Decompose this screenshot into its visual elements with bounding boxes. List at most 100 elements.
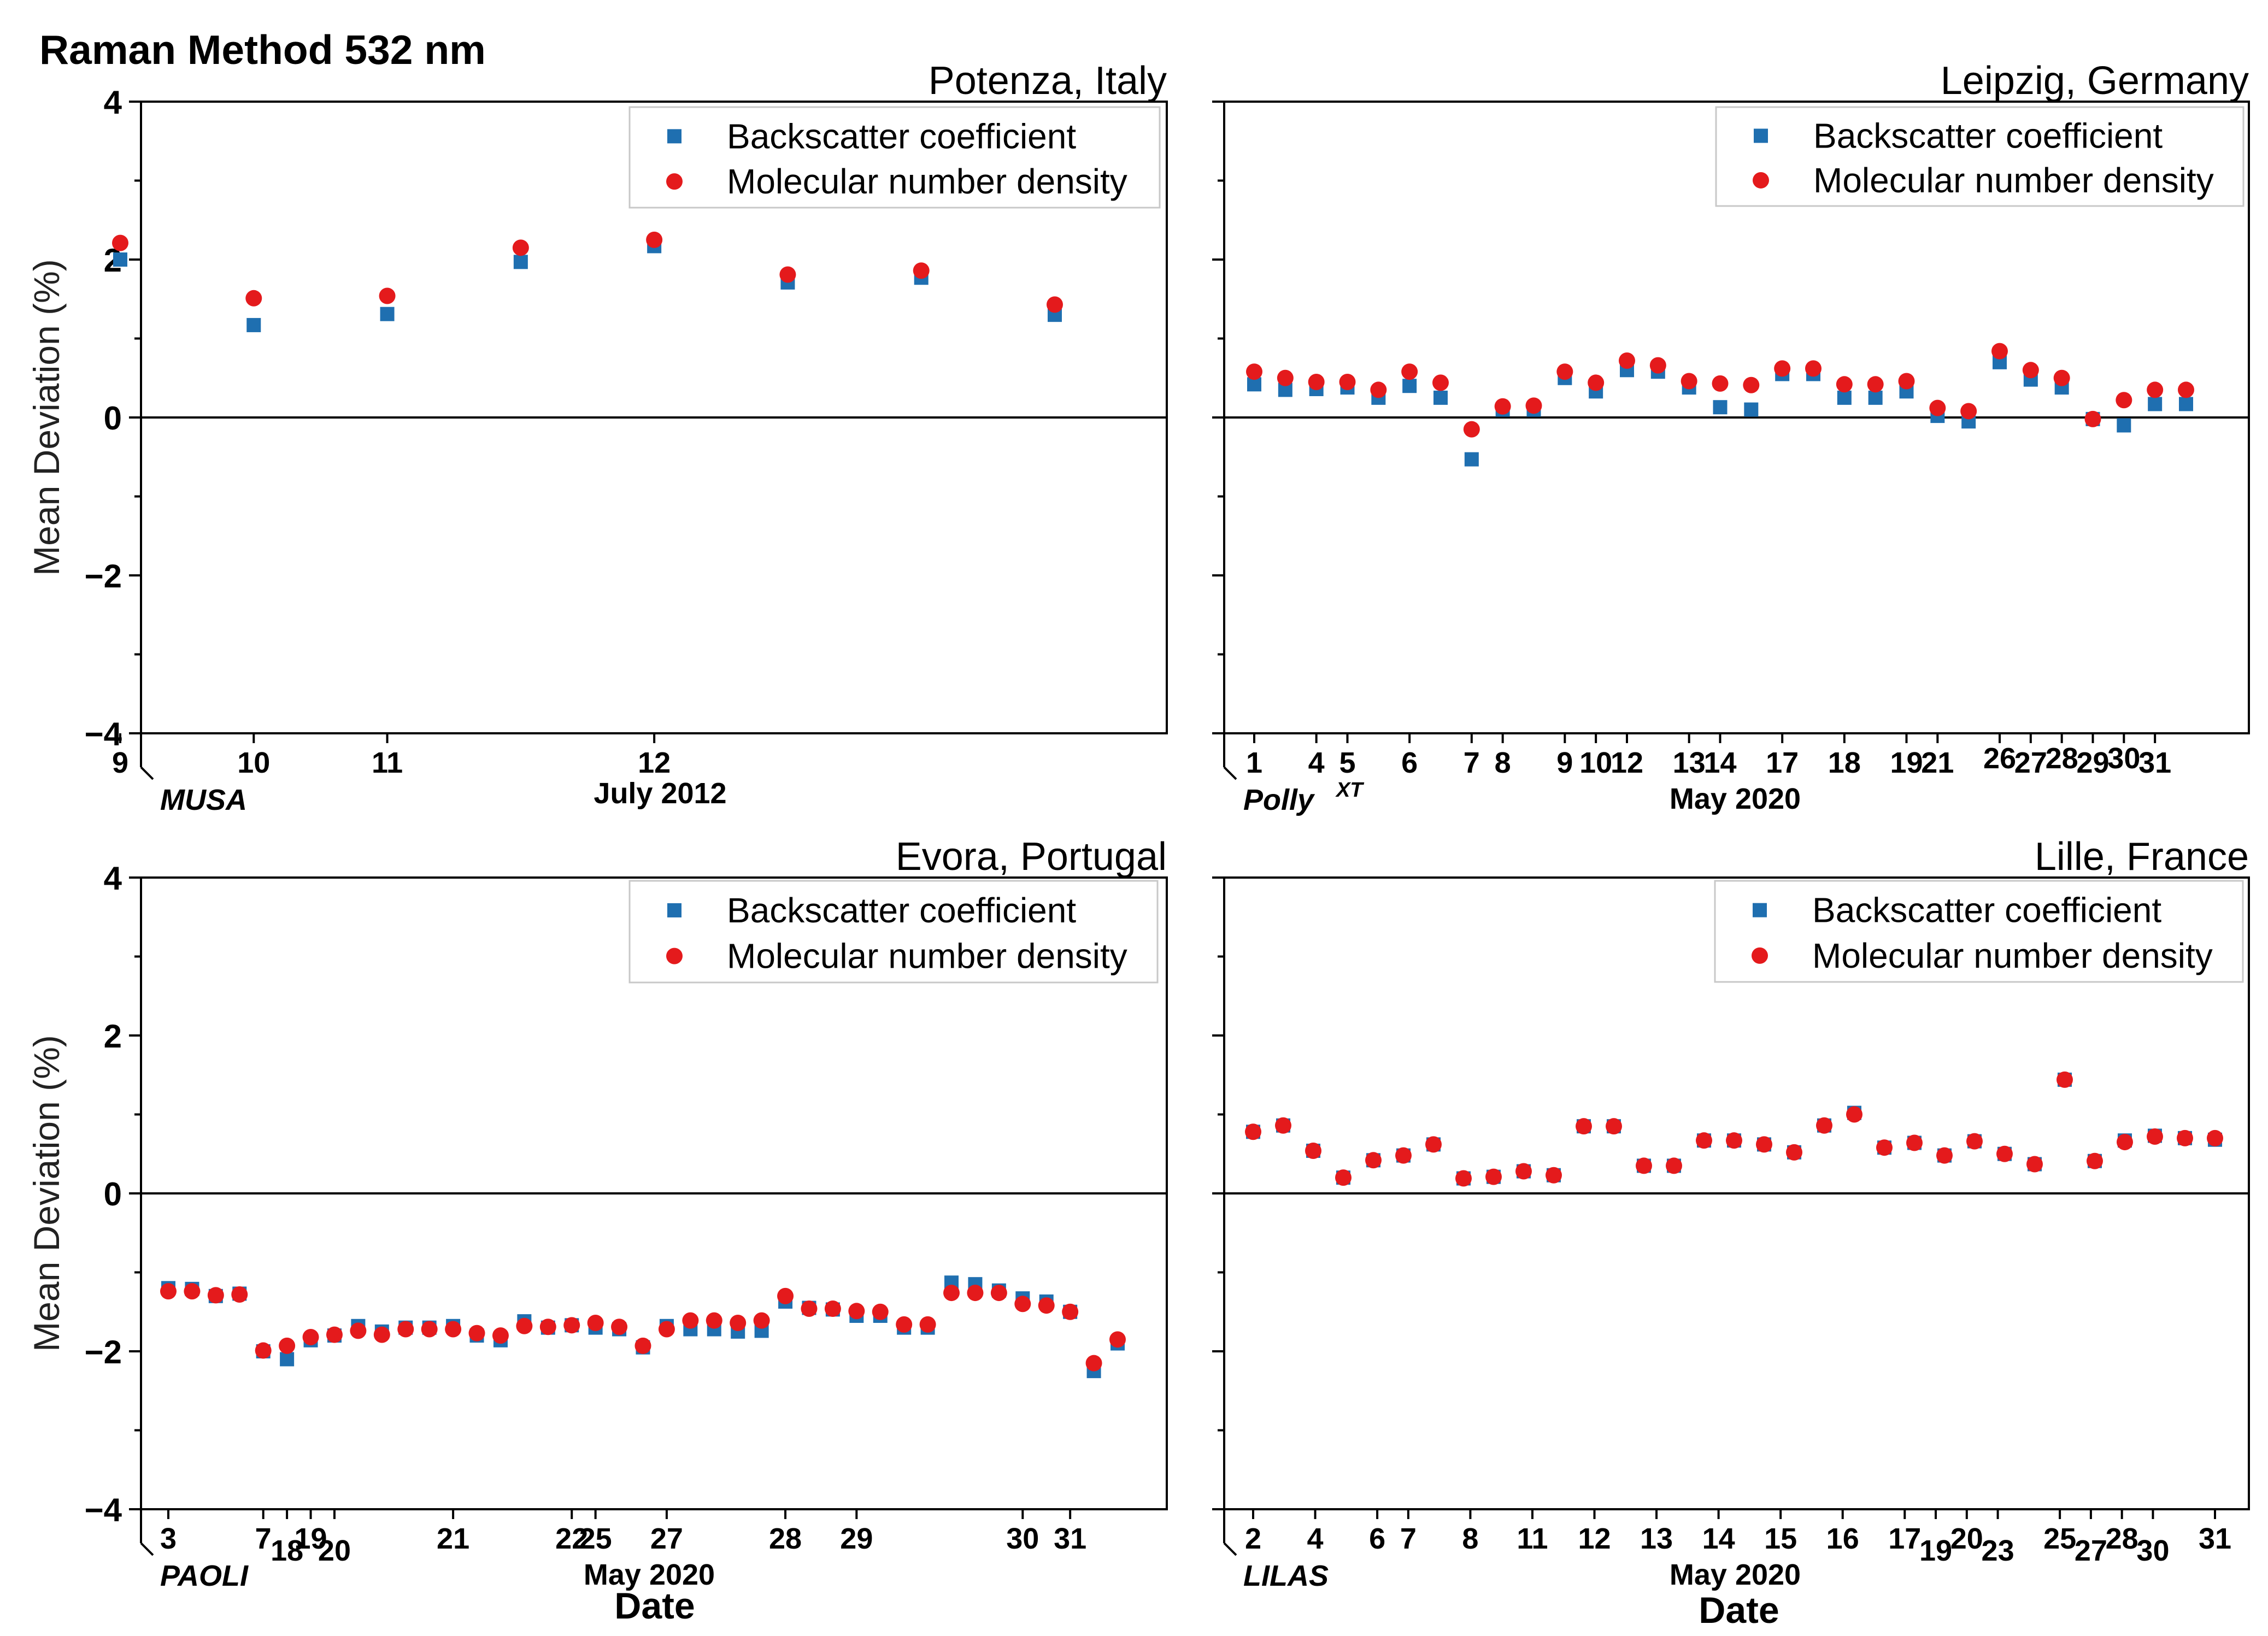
molecular-point — [1038, 1297, 1055, 1314]
molecular-point — [184, 1283, 201, 1300]
molecular-point — [919, 1316, 936, 1333]
x-tick-label: 21 — [437, 1522, 469, 1555]
x-tick-label: 27 — [2075, 1534, 2107, 1567]
x-tick-label: 28 — [2046, 742, 2078, 775]
molecular-point — [539, 1319, 556, 1335]
molecular-point — [1991, 343, 2008, 360]
x-axis-label: Date — [614, 1585, 695, 1627]
legend-backscatter-marker — [1754, 128, 1768, 143]
x-tick-label: 10 — [237, 746, 270, 779]
x-tick-label: 10 — [1579, 746, 1612, 779]
x-tick-label: 19 — [295, 1522, 327, 1555]
molecular-point — [848, 1303, 865, 1320]
molecular-point — [1335, 1169, 1352, 1186]
molecular-point — [1455, 1170, 1472, 1187]
molecular-point — [1966, 1133, 1983, 1150]
molecular-point — [779, 266, 796, 283]
legend-box — [628, 880, 1159, 984]
y-tick-label: 2 — [104, 1018, 122, 1055]
molecular-point — [1246, 363, 1262, 380]
x-tick-label: 30 — [1006, 1522, 1039, 1555]
molecular-point — [990, 1285, 1007, 1302]
x-tick-label: 9 — [1556, 746, 1573, 779]
molecular-point — [112, 234, 128, 251]
molecular-point — [1619, 352, 1635, 369]
x-tick-label: 20 — [1950, 1522, 1983, 1555]
y-tick-label: 0 — [104, 1176, 122, 1213]
backscatter-point — [513, 255, 528, 269]
x-tick-label: 11 — [1517, 1522, 1548, 1555]
instrument-superscript: XT — [1335, 779, 1364, 802]
x-tick-label: 19 — [1890, 746, 1923, 779]
molecular-point — [1308, 373, 1325, 390]
molecular-point — [1401, 363, 1418, 380]
molecular-point — [1305, 1142, 1321, 1159]
month-label: May 2020 — [584, 1558, 715, 1591]
month-label: May 2020 — [1670, 782, 1801, 815]
legend-box — [1715, 106, 2245, 207]
x-tick-label: 17 — [1888, 1522, 1921, 1555]
molecular-point — [1425, 1136, 1442, 1153]
molecular-point — [1365, 1152, 1382, 1169]
legend-backscatter-marker — [667, 129, 681, 144]
instrument-label: Polly — [1243, 784, 1315, 816]
molecular-point — [706, 1312, 722, 1329]
molecular-point — [634, 1337, 651, 1354]
molecular-point — [1432, 374, 1449, 391]
molecular-point — [379, 287, 396, 304]
legend-box — [1714, 880, 2244, 983]
x-tick-label: 7 — [1464, 746, 1480, 779]
backscatter-point — [1868, 390, 1883, 405]
x-tick-label: 31 — [2138, 746, 2171, 779]
y-tick-label: −4 — [85, 716, 122, 752]
molecular-point — [943, 1285, 960, 1302]
axis-bracket — [140, 1542, 154, 1556]
molecular-point — [1085, 1355, 1102, 1372]
molecular-point — [777, 1287, 794, 1304]
x-tick-label: 30 — [2136, 1534, 2169, 1567]
molecular-point — [1014, 1296, 1031, 1313]
y-tick-label: −4 — [85, 1492, 122, 1528]
molecular-point — [1576, 1118, 1592, 1135]
molecular-point — [492, 1327, 509, 1344]
molecular-point — [1245, 1123, 1261, 1140]
molecular-point — [1996, 1145, 2013, 1162]
month-label: July 2012 — [594, 777, 726, 810]
molecular-point — [563, 1317, 580, 1334]
molecular-point — [967, 1285, 984, 1302]
axis-bracket — [1223, 1542, 1237, 1556]
molecular-point — [1666, 1157, 1682, 1174]
legend-molecular-marker — [666, 173, 683, 190]
molecular-point — [1743, 376, 1760, 393]
molecular-point — [2084, 410, 2101, 427]
backscatter-point — [1837, 390, 1852, 405]
x-tick-label: 25 — [579, 1522, 612, 1555]
molecular-point — [753, 1312, 770, 1329]
molecular-point — [896, 1316, 913, 1333]
molecular-point — [279, 1337, 296, 1354]
molecular-point — [1696, 1132, 1712, 1149]
molecular-point — [1494, 398, 1511, 415]
panel-title: Leipzig, Germany — [1941, 59, 2249, 103]
legend-box — [628, 106, 1161, 209]
x-tick-label: 11 — [372, 746, 403, 779]
legend-molecular-label: Molecular number density — [1812, 936, 2213, 975]
molecular-point — [468, 1325, 485, 1341]
instrument-label: MUSA — [160, 784, 247, 816]
backscatter-point — [1464, 452, 1479, 467]
x-tick-label: 27 — [650, 1522, 683, 1555]
x-tick-label: 18 — [271, 1534, 303, 1567]
x-tick-label: 7 — [255, 1522, 272, 1555]
x-tick-label: 7 — [1400, 1522, 1417, 1555]
x-tick-label: 14 — [1702, 1522, 1735, 1555]
legend-backscatter-marker — [667, 903, 681, 917]
molecular-point — [2177, 1129, 2193, 1146]
x-tick-label: 18 — [1828, 746, 1861, 779]
x-axis-label: Date — [1699, 1590, 1779, 1631]
y-tick-label: 4 — [104, 84, 122, 121]
molecular-point — [2116, 392, 2132, 409]
x-tick-label: 3 — [160, 1522, 177, 1555]
